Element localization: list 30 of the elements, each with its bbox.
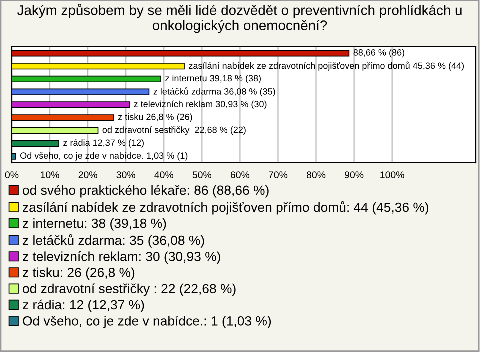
legend-label: od zdravotní sestřičky : 22 (22,68 %) [23, 284, 236, 296]
x-tick-label: 70% [269, 172, 288, 178]
data-label: z rádia 12,37 % (12) [64, 139, 144, 148]
data-label: z internetu 39,18 % (38) [166, 75, 261, 84]
x-tick-label: 80% [306, 172, 326, 178]
data-label: z tisku 26,8 % (26) [118, 114, 192, 122]
legend-label: Od všeho, co je zde v nabídce.: 1 (1,03 %) [23, 316, 272, 328]
legend-label: z internetu: 38 (39,18 %) [23, 218, 166, 231]
x-tick-label: 20% [78, 172, 98, 178]
x-tick-label: 30% [116, 172, 136, 178]
legend-label: z letáčků zdarma: 35 (36,08 %) [23, 234, 204, 248]
x-tick-label: 60% [230, 172, 250, 178]
data-label: 88,66 % (86) [354, 49, 404, 58]
x-tick-label: 50% [192, 172, 212, 178]
x-tick-label: 100% [380, 172, 404, 178]
x-tick-label: 40% [154, 172, 174, 178]
x-tick-label: 90% [345, 172, 364, 178]
x-tick-label: 10% [41, 172, 60, 178]
legend-label: z rádia: 12 (12,37 %) [23, 300, 144, 312]
legend-label: zasílání nabídek ze zdravotních pojišťoven přímo domů: 44 (45,36 %) [23, 201, 429, 215]
legend-label: od svého praktického lékaře: 86 (88,66 %) [23, 185, 269, 198]
data-label: zasílání nabídek ze zdravotních pojišťoven přímo domů 45,36 % (44) [189, 62, 464, 71]
chart-title: Jakým způsobem by se měli lidé dozvědět o preventivních prohlídkách u onkologických onemocnění? [18, 4, 462, 34]
legend-label: z tisku: 26 (26,8 %) [23, 268, 135, 280]
data-label: od zdravotní sestřičky 22,68 % (22) [102, 126, 246, 136]
data-label: z letáčků zdarma 36,08 % (35) [154, 88, 276, 97]
legend-label: z televizních reklam: 30 (30,93 %) [23, 252, 220, 264]
data-label: Od všeho, co je zde v nabídce. 1,03 % (1) [20, 152, 188, 161]
data-label: z televizních reklam 30,93 % (30) [134, 100, 267, 110]
x-tick-label: 0% [5, 172, 19, 178]
